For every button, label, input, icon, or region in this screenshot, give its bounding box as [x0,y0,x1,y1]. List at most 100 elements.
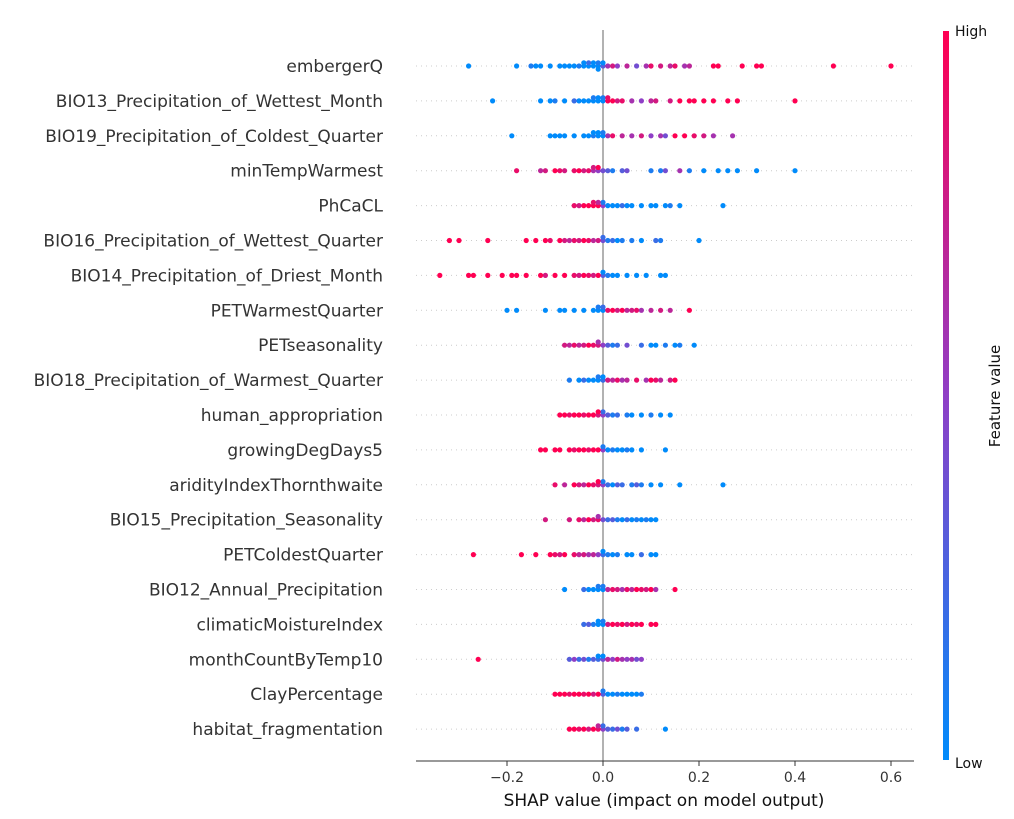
shap-point [552,691,558,697]
shap-point [610,656,616,662]
shap-point [614,482,621,488]
shap-point [720,203,726,209]
shap-point [648,586,654,593]
shap-point [571,656,577,662]
shap-point [586,272,592,278]
shap-point [600,548,606,555]
shap-point [610,342,616,348]
feature-label: PETWarmestQuarter [211,301,383,321]
shap-point [634,517,640,523]
feature-label: PETseasonality [258,336,383,356]
shap-point [610,621,616,628]
shap-point [672,377,678,383]
shap-point [619,133,625,139]
x-tick-label: 0.4 [784,770,806,786]
shap-point [562,63,568,69]
shap-point [576,412,582,418]
shap-point [590,447,597,453]
shap-point [576,447,582,453]
shap-point [634,63,640,69]
shap-point [634,621,640,628]
shap-point [504,307,510,313]
shap-point [566,656,573,662]
shap-point [691,342,697,348]
shap-point [691,98,697,104]
shap-point [667,63,673,69]
shap-point [667,377,673,383]
shap-point [547,98,553,104]
shap-point [691,133,697,139]
shap-point [605,586,611,593]
shap-point [648,63,654,69]
shap-point [658,133,664,139]
shap-point [614,517,621,523]
shap-point [624,726,630,732]
shap-point [562,98,568,104]
shap-point [571,342,577,348]
shap-point [576,168,582,174]
shap-point [634,726,640,732]
shap-point [562,272,568,278]
shap-point [754,168,760,174]
shap-point [538,272,544,278]
shap-point [605,95,611,101]
shap-point [634,656,640,662]
shap-point [542,168,549,174]
shap-point [576,63,582,69]
shap-point [523,272,529,278]
shap-point [696,237,702,244]
shap-point [624,552,630,558]
shap-point [653,552,659,558]
shap-point [571,552,577,558]
shap-point [610,307,616,313]
shap-point [725,98,731,104]
shap-point [662,726,669,732]
shap-point [624,168,630,174]
colorbar-high-label: High [955,24,987,40]
shap-point [562,168,568,174]
shap-point [446,237,452,244]
shap-point [595,304,601,310]
shap-point [605,307,611,313]
shap-point [730,133,736,139]
shap-point [605,168,611,174]
shap-point [614,656,621,662]
shap-point [590,482,597,488]
shap-point [518,552,525,558]
shap-point [485,272,491,278]
shap-point [562,342,568,348]
shap-point [605,447,611,453]
shap-point [571,272,577,278]
shap-point [624,203,630,209]
shap-point [634,482,640,488]
shap-point [595,66,601,72]
shap-point [605,517,611,523]
feature-label: climaticMoistureIndex [197,615,383,635]
shap-point [586,517,592,523]
shap-point [590,199,597,205]
shap-point [576,203,582,209]
shap-point [643,272,649,278]
shap-point [514,63,520,69]
shap-point [614,621,621,628]
shap-point [634,272,640,278]
shap-point [586,482,592,488]
shap-point [720,482,726,488]
shap-point [595,552,601,558]
shap-point [552,482,558,488]
shap-point [571,726,577,732]
shap-point [610,412,616,418]
shap-point [658,482,664,488]
shap-point [648,133,654,139]
shap-point [610,726,616,732]
shap-point [662,133,669,139]
shap-point [566,63,573,69]
shap-point [590,552,597,558]
shap-point [619,307,625,313]
shap-point [658,307,664,313]
shap-point [605,412,611,418]
shap-point [830,63,837,69]
shap-point [586,691,592,697]
